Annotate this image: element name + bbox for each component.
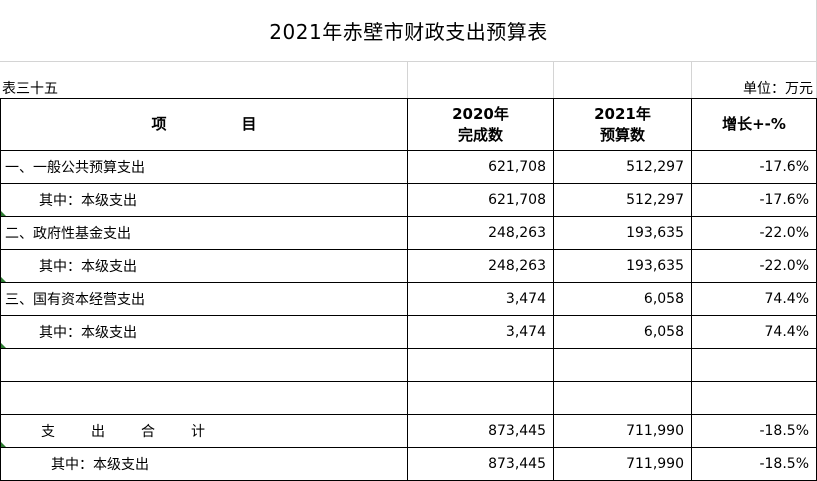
value-2021-cell[interactable]: 711,990 [553, 447, 692, 481]
cell-flag-icon [1, 442, 57, 447]
header-2020-line1: 2020年 [452, 104, 509, 123]
budget-table: 项 目 2020年 完成数 2021年 预算数 增长+-% 一、一般公共预算支出… [0, 98, 817, 481]
growth-cell[interactable]: -22.0% [691, 216, 817, 250]
value-2021-cell[interactable]: 512,297 [553, 150, 692, 184]
cell-flag-icon [1, 277, 6, 282]
table-row [0, 381, 817, 415]
table-row: 一、一般公共预算支出 621,708 512,297 -17.6% [0, 150, 817, 184]
growth-cell[interactable]: 74.4% [691, 282, 817, 316]
growth-cell[interactable]: -17.6% [691, 150, 817, 184]
row-name-cell[interactable]: 三、国有资本经营支出 [0, 282, 408, 316]
cell-flag-icon [1, 343, 6, 348]
row-name-cell[interactable] [0, 381, 408, 415]
table-row: 其中：本级支出 248,263 193,635 -22.0% [0, 249, 817, 283]
value-2020-cell[interactable]: 3,474 [407, 315, 554, 349]
gridline [553, 62, 554, 98]
value-2021-cell[interactable]: 711,990 [553, 414, 692, 448]
value-2021-cell[interactable]: 512,297 [553, 183, 692, 217]
table-row: 其中：本级支出 621,708 512,297 -17.6% [0, 183, 817, 217]
row-name-cell[interactable]: 其中：本级支出 [0, 249, 408, 283]
header-2020-line2: 完成数 [457, 125, 503, 144]
growth-cell[interactable]: -17.6% [691, 183, 817, 217]
growth-cell[interactable]: -18.5% [691, 447, 817, 481]
header-growth[interactable]: 增长+-% [691, 98, 817, 151]
row-name-text: 其中：本级支出 [39, 193, 137, 209]
growth-cell[interactable]: 74.4% [691, 315, 817, 349]
value-2020-cell[interactable]: 248,263 [407, 249, 554, 283]
header-item-label: 项 目 [151, 115, 257, 133]
table-row [0, 348, 817, 382]
table-row: 其中：本级支出 3,474 6,058 74.4% [0, 315, 817, 349]
row-name-text: 其中：本级支出 [39, 325, 137, 341]
table-row: 二、政府性基金支出 248,263 193,635 -22.0% [0, 216, 817, 250]
row-name-cell[interactable]: 其中：本级支出 [0, 315, 408, 349]
value-2020-cell[interactable]: 621,708 [407, 150, 554, 184]
value-2020-cell[interactable]: 873,445 [407, 414, 554, 448]
row-name-cell[interactable]: 二、政府性基金支出 [0, 216, 408, 250]
growth-cell[interactable]: -18.5% [691, 414, 817, 448]
cell-flag-icon [1, 211, 6, 216]
value-2020-cell[interactable]: 3,474 [407, 282, 554, 316]
value-2021-cell[interactable]: 6,058 [553, 282, 692, 316]
page-title: 2021年赤壁市财政支出预算表 [0, 0, 817, 62]
header-item[interactable]: 项 目 [0, 98, 408, 151]
value-2020-cell[interactable] [407, 381, 554, 415]
header-2021-line2: 预算数 [599, 125, 645, 144]
table-row: 三、国有资本经营支出 3,474 6,058 74.4% [0, 282, 817, 316]
gridline [691, 62, 692, 98]
value-2021-cell[interactable] [553, 348, 692, 382]
value-2021-cell[interactable]: 193,635 [553, 249, 692, 283]
header-growth-label: 增长+-% [722, 115, 786, 133]
growth-cell[interactable] [691, 348, 817, 382]
row-name-cell[interactable]: 其中：本级支出 [0, 447, 408, 481]
value-2020-cell[interactable]: 873,445 [407, 447, 554, 481]
table-row: 其中：本级支出 873,445 711,990 -18.5% [0, 447, 817, 481]
value-2020-cell[interactable]: 248,263 [407, 216, 554, 250]
row-name-cell[interactable]: 一、一般公共预算支出 [0, 150, 408, 184]
growth-cell[interactable] [691, 381, 817, 415]
value-2021-cell[interactable]: 193,635 [553, 216, 692, 250]
table-number: 表三十五 [2, 81, 58, 97]
table-header-row: 项 目 2020年 完成数 2021年 预算数 增长+-% [0, 98, 817, 151]
total-name-part: 支 [41, 424, 55, 440]
total-name-part: 合 [141, 424, 155, 440]
row-name-text: 其中：本级支出 [39, 259, 137, 275]
header-2021-line1: 2021年 [594, 104, 651, 123]
value-2021-cell[interactable] [553, 381, 692, 415]
row-name-cell[interactable]: 其中：本级支出 [0, 183, 408, 217]
row-name-cell[interactable] [0, 348, 408, 382]
value-2020-cell[interactable]: 621,708 [407, 183, 554, 217]
value-2021-cell[interactable]: 6,058 [553, 315, 692, 349]
total-name-part: 计 [191, 424, 205, 440]
table-row-total: 支 出 合 计 873,445 711,990 -18.5% [0, 414, 817, 448]
header-2020[interactable]: 2020年 完成数 [407, 98, 554, 151]
unit-label: 单位：万元 [743, 81, 813, 97]
value-2020-cell[interactable] [407, 348, 554, 382]
total-name-cell[interactable]: 支出合计 [0, 414, 408, 448]
growth-cell[interactable]: -22.0% [691, 249, 817, 283]
header-2021[interactable]: 2021年 预算数 [553, 98, 692, 151]
gridline [407, 62, 408, 98]
total-name-part: 出 [91, 424, 105, 440]
